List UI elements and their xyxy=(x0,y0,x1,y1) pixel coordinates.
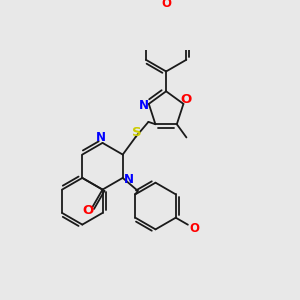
Text: N: N xyxy=(96,131,106,144)
Text: O: O xyxy=(189,222,199,235)
Text: O: O xyxy=(161,0,171,10)
Text: O: O xyxy=(82,204,93,217)
Text: N: N xyxy=(139,98,149,112)
Text: O: O xyxy=(180,93,191,106)
Text: N: N xyxy=(124,172,134,186)
Text: S: S xyxy=(132,126,141,140)
